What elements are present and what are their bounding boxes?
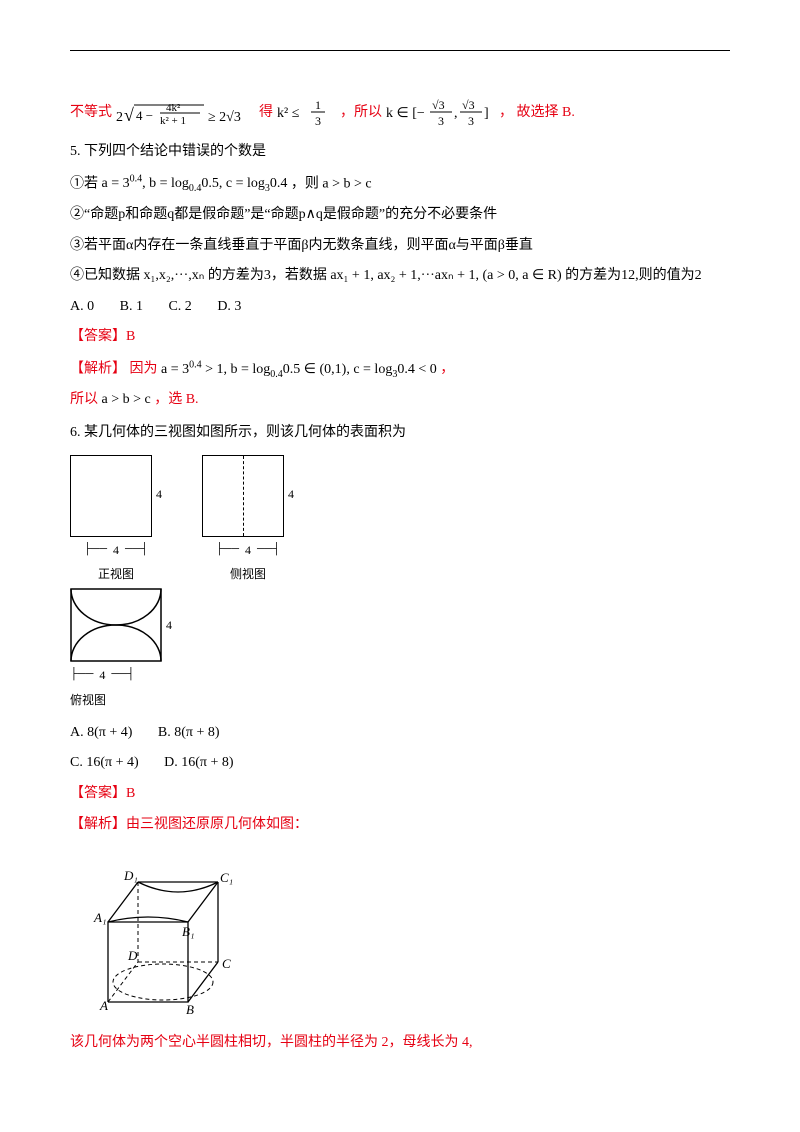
q5-stmt4: ④已知数据 x₁,x₂,···,xₙ 的方差为3，若数据 ax₁ + 1, ax…	[70, 263, 730, 290]
q6-answer: 【答案】B	[70, 781, 730, 808]
q5-solution-1: 【解析】 因为 a = 30.4 > 1, b = log0.40.5 ∈ (0…	[70, 355, 730, 383]
svg-text:√3: √3	[462, 98, 475, 112]
text: ④已知数据	[70, 268, 140, 283]
math: ax₁ + 1, ax₂ + 1,···axₙ + 1, (a > 0, a ∈…	[330, 268, 561, 283]
answer: B	[126, 329, 135, 344]
svg-text:4k²: 4k²	[166, 102, 181, 114]
text: ， 故选择 B.	[499, 105, 575, 120]
svg-text:D: D	[127, 948, 138, 963]
caption: 正视图	[98, 563, 134, 586]
dim: 4	[99, 664, 105, 687]
text: 得	[259, 105, 273, 120]
math: a > b > c	[322, 176, 371, 191]
q6-options-row2: C. 16(π + 4) D. 16(π + 8)	[70, 750, 730, 777]
svg-text:√3: √3	[432, 98, 445, 112]
opt-a: A. 8(π + 4)	[70, 720, 132, 747]
svg-text:C: C	[222, 956, 231, 971]
opt-c: C. 16(π + 4)	[70, 750, 139, 777]
opt-b: B. 1	[120, 294, 143, 321]
opt-a: A. 0	[70, 294, 94, 321]
opt-d: D. 16(π + 8)	[164, 750, 233, 777]
svg-text:≥ 2√3: ≥ 2√3	[208, 110, 241, 125]
svg-text:2: 2	[116, 110, 123, 125]
math: x₁,x₂,···,xₙ	[144, 268, 205, 283]
side-view: 4 ├── 4 ──┤ 侧视图	[202, 455, 294, 587]
formula-icon: k ∈ [− √3 3 , √3 3 ]	[386, 93, 496, 133]
opt-c: C. 2	[168, 294, 191, 321]
q6-title: 6. 某几何体的三视图如图所示，则该几何体的表面积为	[70, 420, 730, 447]
dim: 4	[245, 539, 251, 562]
three-views: 4 ├── 4 ──┤ 正视图 4 ├── 4 ──┤ 侧视图	[70, 455, 730, 587]
square-dash-icon	[202, 455, 284, 537]
text: ，则	[291, 176, 319, 191]
prev-continuation: 不等式 2 √ 4 − 4k² k² + 1 ≥ 2√3 得 k² ≤ 1 3 …	[70, 91, 730, 135]
svg-text:1: 1	[315, 98, 321, 112]
text: ，所以	[340, 105, 382, 120]
dim: 4	[113, 539, 119, 562]
svg-text:k² ≤: k² ≤	[277, 106, 300, 121]
square-icon	[70, 455, 152, 537]
q5-options: A. 0 B. 1 C. 2 D. 3	[70, 294, 730, 321]
top-rule	[70, 50, 730, 51]
text: 由三视图还原原几何体如图：	[126, 817, 308, 832]
solution-label: 【解析】	[70, 362, 126, 377]
svg-text:,: ,	[454, 106, 458, 121]
text: 所以	[70, 392, 98, 407]
svg-text:3: 3	[468, 114, 474, 128]
text: 不等式	[70, 105, 112, 120]
topview-icon	[70, 588, 162, 662]
svg-text:D₁: D₁	[123, 868, 138, 883]
dim: 4	[288, 455, 294, 535]
svg-text:√: √	[124, 105, 134, 125]
svg-text:]: ]	[484, 106, 489, 121]
math: a = 30.4, b = log0.40.5, c = log30.4	[102, 176, 288, 191]
q6-solution-1: 【解析】由三视图还原原几何体如图：	[70, 812, 730, 839]
answer-label: 【答案】	[70, 786, 126, 801]
svg-text:4 −: 4 −	[136, 108, 153, 123]
q5-answer: 【答案】B	[70, 324, 730, 351]
formula-icon: k² ≤ 1 3	[277, 95, 337, 131]
answer: B	[126, 786, 135, 801]
dim: 4	[166, 588, 172, 662]
svg-text:k² + 1: k² + 1	[160, 115, 186, 127]
opt-d: D. 3	[217, 294, 241, 321]
text: 因为	[130, 362, 158, 377]
svg-text:B₁: B₁	[182, 924, 194, 939]
text: ，	[440, 362, 454, 377]
top-view: 4 ├── 4 ──┤ 俯视图	[70, 588, 730, 712]
text: ①若	[70, 176, 98, 191]
text: 的方差为12,则的值为2	[565, 268, 702, 283]
opt-b: B. 8(π + 8)	[158, 720, 220, 747]
svg-text:A₁: A₁	[93, 910, 106, 925]
front-view: 4 ├── 4 ──┤ 正视图	[70, 455, 162, 587]
svg-text:C₁: C₁	[220, 870, 233, 885]
svg-text:3: 3	[315, 114, 321, 128]
page: 不等式 2 √ 4 − 4k² k² + 1 ≥ 2√3 得 k² ≤ 1 3 …	[0, 0, 800, 1132]
svg-text:k ∈ [−: k ∈ [−	[386, 106, 425, 121]
svg-text:A: A	[99, 998, 108, 1013]
text: ，选 B.	[154, 392, 198, 407]
solid-figure: A B C D A₁ B₁ C₁ D₁	[78, 852, 730, 1022]
math: a > b > c	[102, 392, 151, 407]
svg-text:3: 3	[438, 114, 444, 128]
solution-label: 【解析】	[70, 817, 126, 832]
q5-stmt1: ①若 a = 30.4, b = log0.40.5, c = log30.4 …	[70, 170, 730, 198]
caption: 俯视图	[70, 689, 106, 712]
q5-stmt3: ③若平面α内存在一条直线垂直于平面β内无数条直线，则平面α与平面β垂直	[70, 233, 730, 260]
formula-icon: 2 √ 4 − 4k² k² + 1 ≥ 2√3	[116, 91, 256, 135]
math: a = 30.4 > 1, b = log0.40.5 ∈ (0,1), c =…	[161, 362, 437, 377]
dim: 4	[156, 455, 162, 535]
svg-text:B: B	[186, 1002, 194, 1017]
q6-options-row1: A. 8(π + 4) B. 8(π + 8)	[70, 720, 730, 747]
q6-solution-2: 该几何体为两个空心半圆柱相切，半圆柱的半径为 2，母线长为 4,	[70, 1030, 730, 1057]
answer-label: 【答案】	[70, 329, 126, 344]
q5-title: 5. 下列四个结论中错误的个数是	[70, 139, 730, 166]
q5-stmt2: ②“命题p和命题q都是假命题”是“命题p∧q是假命题”的充分不必要条件	[70, 202, 730, 229]
caption: 侧视图	[230, 563, 266, 586]
text: 的方差为3，若数据	[208, 268, 327, 283]
q5-solution-2: 所以 a > b > c ，选 B.	[70, 387, 730, 414]
